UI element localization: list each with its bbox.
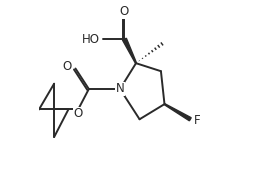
Text: O: O [73,107,83,121]
Text: N: N [116,82,124,96]
Text: F: F [194,114,200,127]
Text: HO: HO [81,33,100,46]
Polygon shape [123,38,136,63]
Text: O: O [120,5,129,18]
Polygon shape [164,104,191,121]
Text: O: O [62,60,71,73]
